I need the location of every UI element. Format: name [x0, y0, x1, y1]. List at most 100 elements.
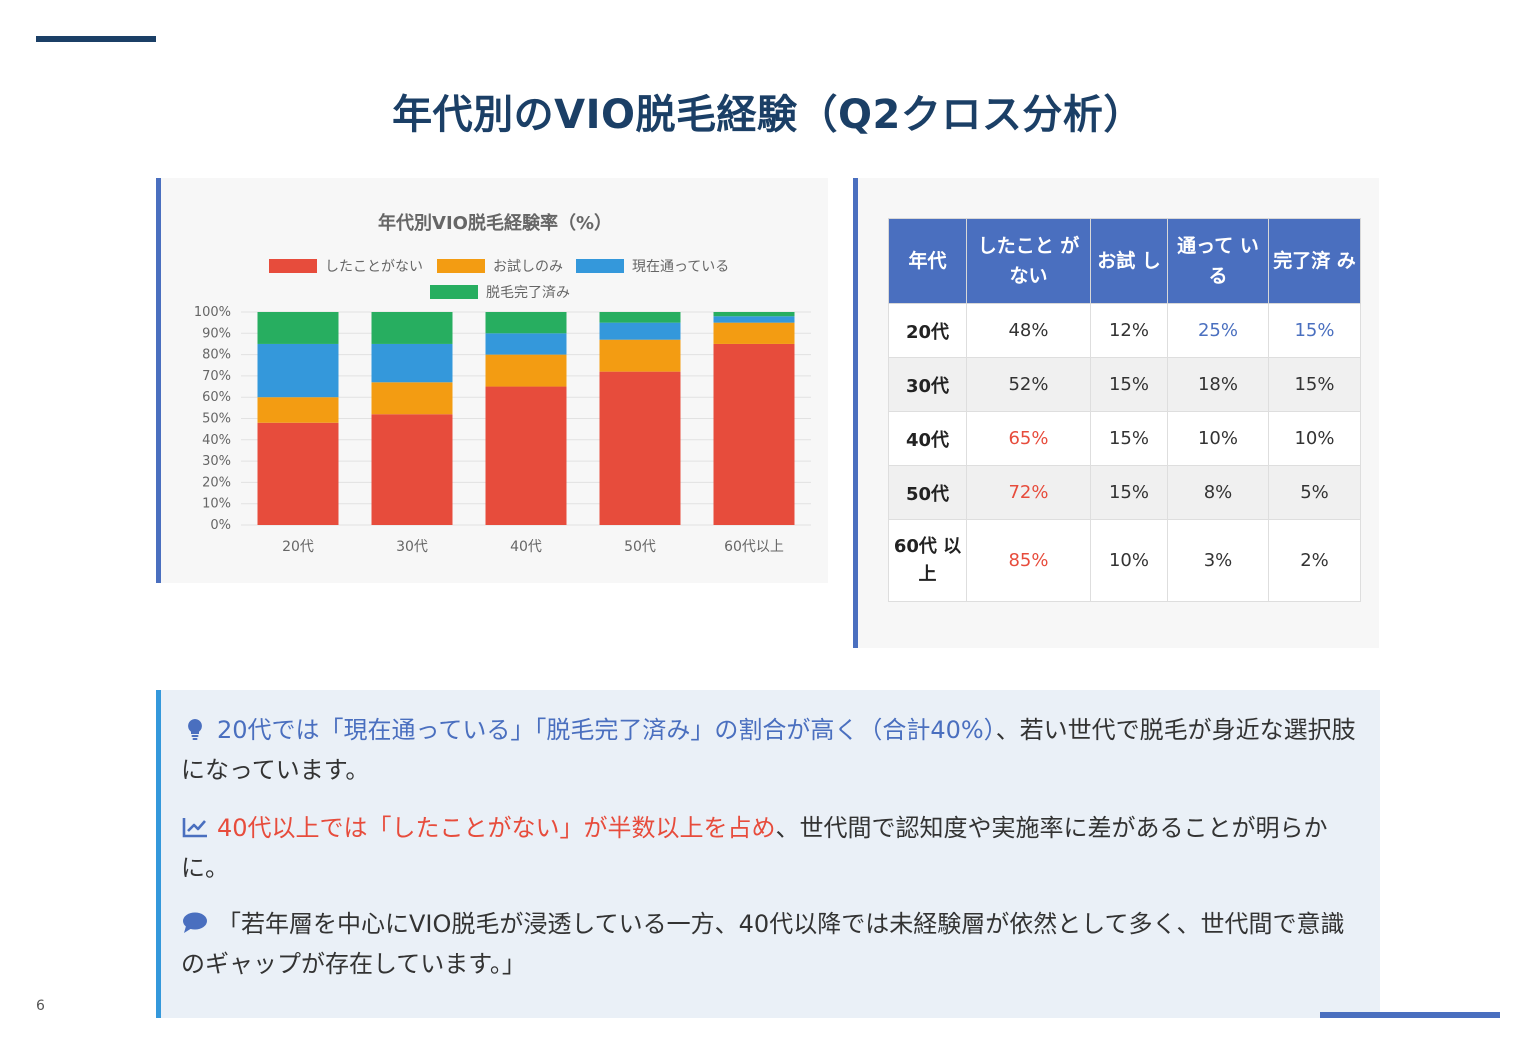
- table-card: 年代 したこと がない お試 し 通って いる 完了済 み 20代 48% 12…: [853, 178, 1379, 648]
- current-cell: 3%: [1167, 519, 1269, 602]
- y-tick-label: 100%: [194, 305, 231, 320]
- trial-cell: 15%: [1090, 357, 1168, 412]
- bar-segment: [371, 312, 453, 344]
- line-chart-icon: [182, 818, 207, 838]
- bottom-accent-bar: [1320, 1012, 1500, 1018]
- legend-swatch: [576, 259, 624, 273]
- current-cell: 10%: [1167, 411, 1269, 466]
- lightbulb-icon: [188, 719, 202, 740]
- y-axis: 0% 10% 20% 30% 40% 50% 60% 70% 80% 90% 100%: [194, 305, 231, 533]
- bar-segment: [485, 333, 567, 355]
- legend-label: お試しのみ: [493, 259, 563, 275]
- chart-bars: [257, 312, 795, 525]
- bar-segment: [371, 414, 453, 525]
- chart-card: 年代別VIO脱毛経験率（%） したことがない お試しのみ 現在通っている脱毛完了済み…: [156, 178, 828, 583]
- chart-title: 年代別VIO脱毛経験率（%）: [378, 212, 612, 234]
- completed-cell: 15%: [1268, 303, 1361, 358]
- never-cell: 65%: [966, 411, 1091, 466]
- insight-highlight: 20代では「現在通っている」「脱毛完了済み」の割合が高く（合計40%）: [217, 716, 996, 744]
- bar-segment: [257, 312, 339, 344]
- y-tick-label: 60%: [202, 390, 231, 405]
- header-trial: お試 し: [1090, 218, 1168, 304]
- insight-text: 、世代間で認知度や実施率に差があることが明らかに。: [181, 814, 1328, 882]
- legend-label: したことがない: [325, 259, 423, 275]
- y-tick-label: 70%: [202, 369, 231, 384]
- never-cell: 52%: [966, 357, 1091, 412]
- bar-segment: [371, 343, 453, 383]
- insight-item: 20代では「現在通っている」「脱毛完了済み」の割合が高く（合計40%）、若い世代…: [181, 710, 1361, 790]
- age-cell: 30代: [888, 357, 967, 412]
- legend-label: 脱毛完了済み: [486, 285, 570, 301]
- bar-segment: [713, 343, 795, 525]
- table-row: 40代 65% 15% 10% 10%: [888, 411, 1361, 466]
- x-tick-label: 60代以上: [724, 539, 784, 555]
- table-row: 20代 48% 12% 25% 15%: [888, 303, 1361, 358]
- y-tick-label: 30%: [202, 454, 231, 469]
- current-cell: 18%: [1167, 357, 1269, 412]
- completed-cell: 10%: [1268, 411, 1361, 466]
- age-cell: 60代 以上: [888, 519, 967, 602]
- y-tick-label: 80%: [202, 348, 231, 363]
- legend-swatch: [269, 259, 317, 273]
- completed-cell: 2%: [1268, 519, 1361, 602]
- bar-segment: [713, 312, 795, 317]
- legend-swatch: [437, 259, 485, 273]
- x-tick-label: 50代: [624, 539, 656, 555]
- age-cell: 20代: [888, 303, 967, 358]
- y-tick-label: 0%: [210, 518, 231, 533]
- insight-item: 40代以上では「したことがない」が半数以上を占め、世代間で認知度や実施率に差があ…: [181, 808, 1361, 888]
- table-row: 30代 52% 15% 18% 15%: [888, 357, 1361, 412]
- legend-swatch: [430, 285, 478, 299]
- bar-segment: [485, 312, 567, 334]
- trial-cell: 10%: [1090, 519, 1168, 602]
- y-tick-label: 10%: [202, 497, 231, 512]
- never-cell: 48%: [966, 303, 1091, 358]
- current-cell: 25%: [1167, 303, 1269, 358]
- age-experience-table: 年代 したこと がない お試 し 通って いる 完了済 み 20代 48% 12…: [888, 218, 1361, 602]
- header-never: したこと がない: [966, 218, 1091, 304]
- header-current: 通って いる: [1167, 218, 1269, 304]
- bar-segment: [485, 386, 567, 525]
- current-cell: 8%: [1167, 465, 1269, 520]
- age-cell: 50代: [888, 465, 967, 520]
- bar-segment: [713, 316, 795, 323]
- speech-bubble-icon: [183, 912, 207, 933]
- page-number: 6: [36, 998, 45, 1014]
- bar-segment: [599, 322, 681, 340]
- trial-cell: 15%: [1090, 465, 1168, 520]
- bar-segment: [371, 382, 453, 415]
- header-completed: 完了済 み: [1268, 218, 1361, 304]
- bar-segment: [485, 354, 567, 387]
- table-row: 60代 以上 85% 10% 3% 2%: [888, 519, 1361, 602]
- bar-segment: [257, 422, 339, 525]
- x-axis: 20代 30代 40代 50代 60代以上: [282, 539, 784, 555]
- never-cell: 85%: [966, 519, 1091, 602]
- x-tick-label: 40代: [510, 539, 542, 555]
- insight-text: 「若年層を中心にVIO脱毛が浸透している一方、40代以降では未経験層が依然として…: [181, 910, 1345, 978]
- table-header-row: 年代 したこと がない お試 し 通って いる 完了済 み: [888, 218, 1361, 304]
- completed-cell: 5%: [1268, 465, 1361, 520]
- completed-cell: 15%: [1268, 357, 1361, 412]
- bar-segment: [713, 322, 795, 344]
- insight-text: 、若い世代で脱毛が身近な選択肢になっています。: [181, 716, 1356, 784]
- age-cell: 40代: [888, 411, 967, 466]
- x-tick-label: 30代: [396, 539, 428, 555]
- trial-cell: 15%: [1090, 411, 1168, 466]
- slide-title: 年代別のVIO脱毛経験（Q2クロス分析）: [392, 92, 1144, 138]
- top-accent-bar: [36, 36, 156, 42]
- y-tick-label: 20%: [202, 475, 231, 490]
- never-cell: 72%: [966, 465, 1091, 520]
- table-row: 50代 72% 15% 8% 5%: [888, 465, 1361, 520]
- bar-segment: [599, 339, 681, 372]
- trial-cell: 12%: [1090, 303, 1168, 358]
- y-tick-label: 90%: [202, 326, 231, 341]
- insight-box: 20代では「現在通っている」「脱毛完了済み」の割合が高く（合計40%）、若い世代…: [156, 690, 1380, 1018]
- header-age: 年代: [888, 218, 967, 304]
- x-tick-label: 20代: [282, 539, 314, 555]
- y-tick-label: 50%: [202, 412, 231, 427]
- bar-segment: [257, 343, 339, 398]
- bar-segment: [257, 397, 339, 423]
- legend-label: 現在通っている: [632, 259, 729, 275]
- insight-highlight: 40代以上では「したことがない」が半数以上を占め: [217, 814, 776, 842]
